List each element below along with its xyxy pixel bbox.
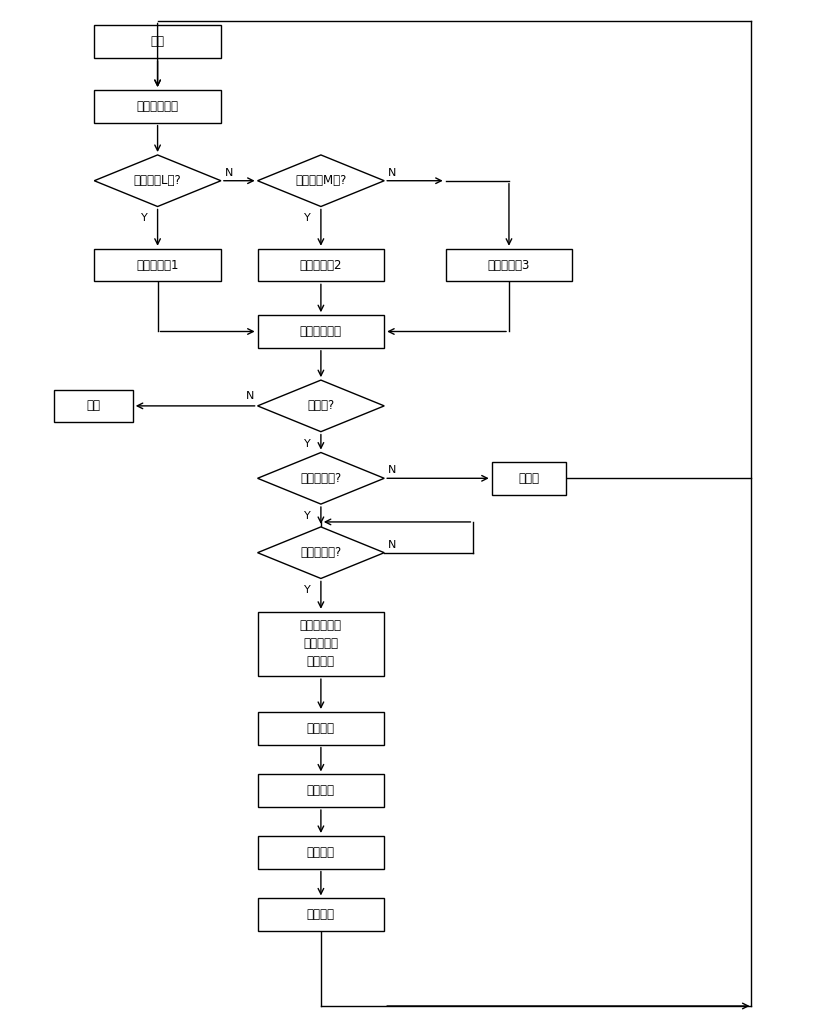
Bar: [258, 775, 384, 807]
Text: 开始: 开始: [151, 35, 165, 48]
Text: Y: Y: [304, 511, 311, 521]
Text: 风速状态采样: 风速状态采样: [136, 100, 179, 113]
Bar: [94, 90, 221, 122]
Bar: [258, 712, 384, 745]
Polygon shape: [258, 453, 384, 504]
Bar: [94, 249, 221, 281]
Text: N: N: [388, 540, 397, 549]
Text: Y: Y: [141, 213, 148, 223]
Text: Y: Y: [304, 213, 311, 223]
Bar: [94, 26, 221, 59]
Bar: [258, 836, 384, 868]
Text: N: N: [388, 168, 397, 178]
Text: Y: Y: [304, 438, 311, 449]
Text: 是否已缴费?: 是否已缴费?: [300, 471, 342, 485]
Text: N: N: [246, 391, 255, 401]
Bar: [258, 611, 384, 676]
Bar: [258, 315, 384, 348]
Text: 计算时间到?: 计算时间到?: [300, 546, 342, 559]
Text: 启动定时器1: 启动定时器1: [136, 258, 179, 272]
Text: N: N: [225, 168, 233, 178]
Bar: [54, 390, 133, 422]
Bar: [446, 249, 572, 281]
Polygon shape: [94, 155, 221, 207]
Text: 启动定时器2: 启动定时器2: [299, 258, 342, 272]
Text: 水阀状态采样: 水阀状态采样: [300, 325, 342, 338]
Text: 风速开关M档?: 风速开关M档?: [295, 174, 347, 187]
Polygon shape: [258, 380, 384, 432]
Text: 风速开关L档?: 风速开关L档?: [134, 174, 181, 187]
Text: 关水阀: 关水阀: [518, 471, 539, 485]
Bar: [491, 462, 565, 495]
Text: 冷量计算: 冷量计算: [307, 721, 335, 735]
Text: 水阀开?: 水阀开?: [308, 399, 335, 413]
Text: 冷量存储: 冷量存储: [307, 846, 335, 859]
Bar: [258, 898, 384, 931]
Text: 结束: 结束: [86, 399, 100, 413]
Bar: [258, 249, 384, 281]
Text: 读进水温度、
干球温度、
相对湿度: 读进水温度、 干球温度、 相对湿度: [300, 619, 342, 669]
Text: Y: Y: [304, 586, 311, 596]
Text: 冷量显示: 冷量显示: [307, 784, 335, 797]
Text: N: N: [388, 465, 397, 475]
Polygon shape: [258, 527, 384, 578]
Text: 启动定时器3: 启动定时器3: [488, 258, 530, 272]
Text: 冷量上传: 冷量上传: [307, 909, 335, 921]
Polygon shape: [258, 155, 384, 207]
